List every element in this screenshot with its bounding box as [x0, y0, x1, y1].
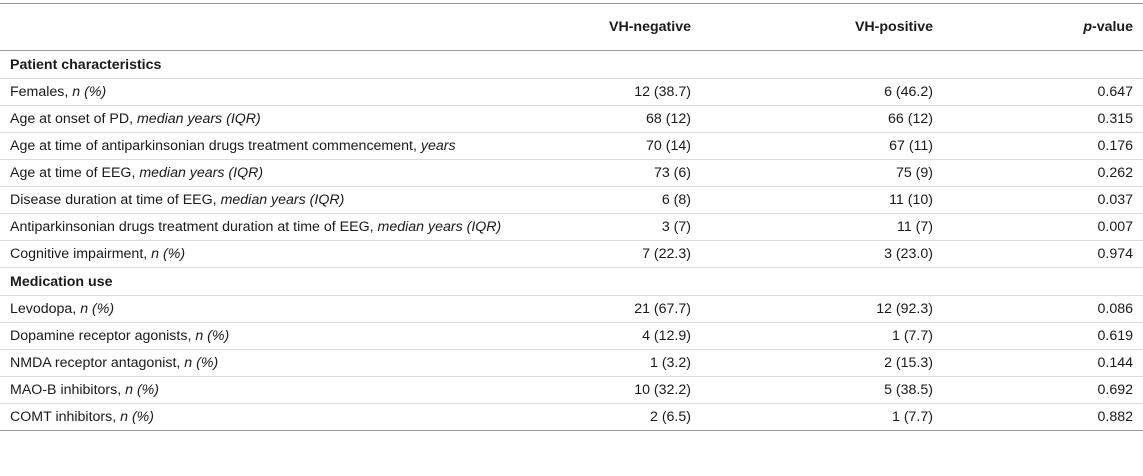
header-p-italic: p: [1083, 19, 1092, 35]
vh-negative-cell: 4 (12.9): [520, 322, 703, 350]
vh-positive-cell: 5 (38.5): [703, 376, 951, 404]
row-label: COMT inhibitors, n (%): [0, 403, 520, 431]
row-label-unit: n (%): [80, 301, 115, 317]
vh-negative-cell: 6 (8): [520, 186, 703, 214]
vh-negative-cell: 7 (22.3): [520, 240, 703, 268]
row-label-unit: n (%): [125, 382, 160, 398]
vh-positive-cell: 12 (92.3): [703, 295, 951, 323]
p-value-cell: 0.647: [951, 78, 1143, 106]
p-value-cell: 0.086: [951, 295, 1143, 323]
row-label-unit: years: [420, 138, 456, 154]
p-value-cell: 0.262: [951, 159, 1143, 187]
row-label-text: NMDA receptor antagonist,: [10, 355, 185, 371]
row-label-text: Cognitive impairment,: [10, 246, 152, 262]
table-row: Dopamine receptor agonists, n (%) 4 (12.9…: [0, 322, 1143, 350]
vh-negative-cell: 68 (12): [520, 105, 703, 133]
vh-negative-cell: 1 (3.2): [520, 349, 703, 377]
row-label: Age at onset of PD, median years (IQR): [0, 105, 520, 133]
header-characteristic: [0, 3, 520, 51]
row-label: MAO-B inhibitors, n (%): [0, 376, 520, 404]
row-label-unit: median years (IQR): [136, 111, 261, 127]
p-value-cell: 0.144: [951, 349, 1143, 377]
table-row: MAO-B inhibitors, n (%) 10 (32.2) 5 (38.5)…: [0, 376, 1143, 404]
vh-positive-cell: 11 (10): [703, 186, 951, 214]
header-p-rest: -value: [1091, 19, 1133, 35]
row-label: Antiparkinsonian drugs treatment duratio…: [0, 213, 520, 241]
row-label-text: Antiparkinsonian drugs treatment duratio…: [10, 219, 378, 235]
table-row: Age at time of EEG, median years (IQR) 73…: [0, 159, 1143, 187]
table-row: Disease duration at time of EEG, median …: [0, 186, 1143, 214]
p-value-cell: 0.007: [951, 213, 1143, 241]
vh-negative-cell: 70 (14): [520, 132, 703, 160]
row-label-unit: n (%): [151, 246, 186, 262]
p-value-cell: 0.619: [951, 322, 1143, 350]
row-label: Dopamine receptor agonists, n (%): [0, 322, 520, 350]
vh-positive-cell: 2 (15.3): [703, 349, 951, 377]
p-value-cell: 0.315: [951, 105, 1143, 133]
row-label-text: MAO-B inhibitors,: [10, 382, 126, 398]
row-label-text: Dopamine receptor agonists,: [10, 328, 196, 344]
row-label-text: Age at time of EEG,: [10, 165, 140, 181]
table-row: Antiparkinsonian drugs treatment duratio…: [0, 213, 1143, 241]
row-label: Age at time of EEG, median years (IQR): [0, 159, 520, 187]
vh-positive-cell: 11 (7): [703, 213, 951, 241]
vh-positive-cell: 6 (46.2): [703, 78, 951, 106]
p-value-cell: 0.176: [951, 132, 1143, 160]
row-label-text: Age at onset of PD,: [10, 111, 137, 127]
row-label-text: Age at time of antiparkinsonian drugs tr…: [10, 138, 421, 154]
vh-positive-cell: 1 (7.7): [703, 403, 951, 431]
row-label-unit: n (%): [72, 84, 107, 100]
vh-negative-cell: 3 (7): [520, 213, 703, 241]
table-row: NMDA receptor antagonist, n (%) 1 (3.2) 2 …: [0, 349, 1143, 377]
table-row: Females, n (%) 12 (38.7) 6 (46.2) 0.647: [0, 78, 1143, 106]
table-row: Age at onset of PD, median years (IQR) 68…: [0, 105, 1143, 133]
row-label: Females, n (%): [0, 78, 520, 106]
vh-positive-cell: 3 (23.0): [703, 240, 951, 268]
row-label-unit: median years (IQR): [220, 192, 345, 208]
vh-positive-cell: 1 (7.7): [703, 322, 951, 350]
table-row: Age at time of antiparkinsonian drugs tr…: [0, 132, 1143, 160]
row-label-text: COMT inhibitors,: [10, 409, 121, 425]
header-row: VH-negative VH-positive p-value: [0, 3, 1143, 51]
p-value-cell: 0.037: [951, 186, 1143, 214]
vh-negative-cell: 21 (67.7): [520, 295, 703, 323]
row-label: NMDA receptor antagonist, n (%): [0, 349, 520, 377]
row-label-text: Disease duration at time of EEG,: [10, 192, 221, 208]
header-p-value: p-value: [951, 3, 1143, 51]
section-title: Patient characteristics: [0, 50, 1143, 79]
row-label-unit: n (%): [195, 328, 230, 344]
row-label-unit: n (%): [184, 355, 219, 371]
table-row: Levodopa, n (%) 21 (67.7) 12 (92.3) 0.086: [0, 295, 1143, 323]
table-row: Cognitive impairment, n (%) 7 (22.3) 3 (23…: [0, 240, 1143, 268]
row-label-unit: n (%): [120, 409, 155, 425]
header-vh-positive: VH-positive: [703, 3, 951, 51]
vh-negative-cell: 10 (32.2): [520, 376, 703, 404]
section-row: Medication use: [0, 267, 1143, 296]
header-vh-negative: VH-negative: [520, 3, 703, 51]
p-value-cell: 0.974: [951, 240, 1143, 268]
characteristics-table: VH-negative VH-positive p-value Patient …: [0, 3, 1143, 431]
vh-positive-cell: 66 (12): [703, 105, 951, 133]
vh-negative-cell: 73 (6): [520, 159, 703, 187]
row-label: Cognitive impairment, n (%): [0, 240, 520, 268]
row-label-unit: median years (IQR): [139, 165, 264, 181]
p-value-cell: 0.882: [951, 403, 1143, 431]
row-label-text: Levodopa,: [10, 301, 81, 317]
row-label: Age at time of antiparkinsonian drugs tr…: [0, 132, 520, 160]
table-row: COMT inhibitors, n (%) 2 (6.5) 1 (7.7) 0.88…: [0, 403, 1143, 431]
vh-positive-cell: 67 (11): [703, 132, 951, 160]
vh-positive-cell: 75 (9): [703, 159, 951, 187]
row-label-unit: median years (IQR): [377, 219, 502, 235]
vh-negative-cell: 2 (6.5): [520, 403, 703, 431]
section-row: Patient characteristics: [0, 50, 1143, 79]
row-label: Levodopa, n (%): [0, 295, 520, 323]
vh-negative-cell: 12 (38.7): [520, 78, 703, 106]
section-title: Medication use: [0, 267, 1143, 296]
row-label-text: Females,: [10, 84, 73, 100]
row-label: Disease duration at time of EEG, median …: [0, 186, 520, 214]
p-value-cell: 0.692: [951, 376, 1143, 404]
